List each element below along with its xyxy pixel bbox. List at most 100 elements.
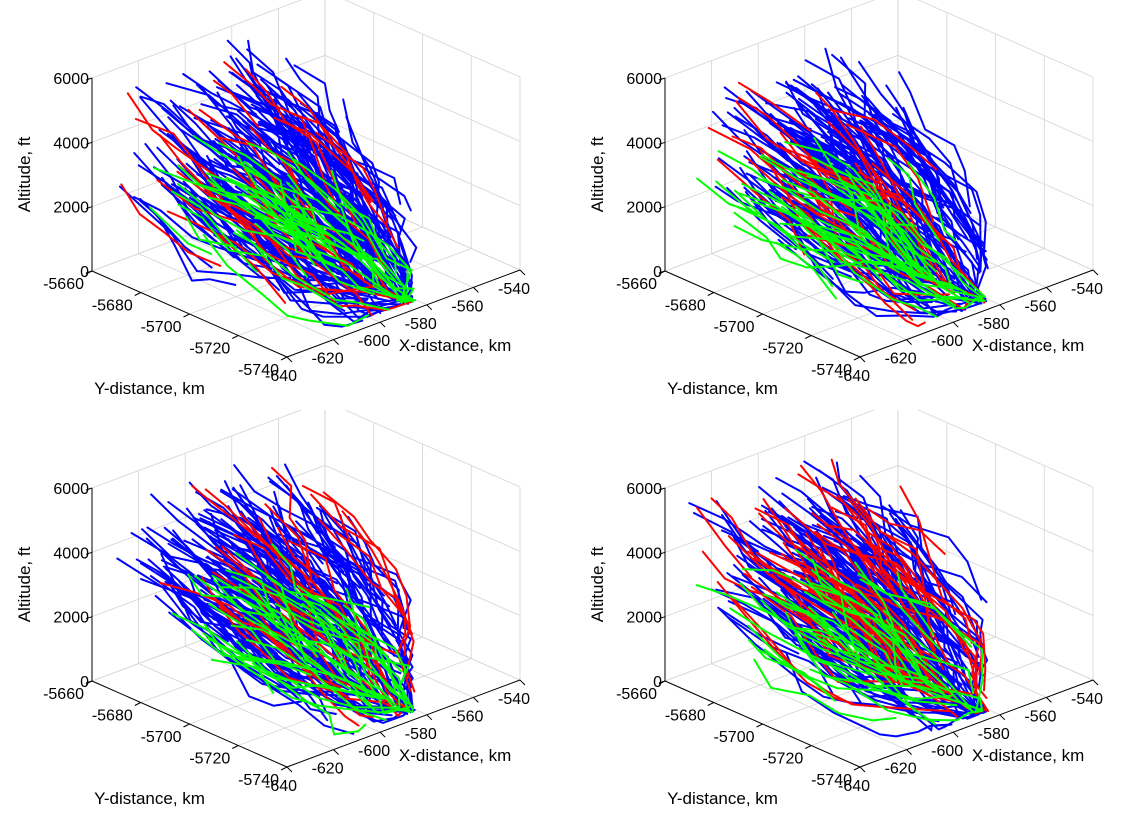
y-tick-mark <box>232 745 239 749</box>
flight-track-green <box>237 155 335 239</box>
flight-tracks <box>696 47 989 328</box>
y-tick-mark <box>134 702 141 706</box>
flight-track-red <box>883 562 982 672</box>
flight-track-blue <box>251 122 408 304</box>
flight-track-blue <box>348 194 375 260</box>
tick-labels: -640-620-600-580-560-540-5660-5680-5700-… <box>43 481 530 795</box>
y-tick-label: -5660 <box>43 276 84 293</box>
flight-track-blue <box>191 213 390 318</box>
flight-track-green <box>225 569 275 621</box>
flight-track-green <box>733 225 863 266</box>
z-tick-mark <box>658 616 666 620</box>
x-tick-mark <box>906 339 912 345</box>
flight-track-blue <box>727 600 847 661</box>
y-tick-label: -5720 <box>762 341 803 358</box>
flight-track-green <box>882 609 942 661</box>
flight-track-green <box>207 196 307 242</box>
z-tick-mark <box>658 680 666 684</box>
wall-grid-line <box>664 464 1094 553</box>
flight-track-blue <box>881 505 983 601</box>
flight-track-green <box>254 185 375 296</box>
y-axis-label: Y-distance, km <box>94 379 205 398</box>
x-tick-label: -620 <box>312 761 344 778</box>
wall-grid-line <box>664 410 1094 489</box>
flight-track-green <box>794 627 851 644</box>
y-tick-label: -5720 <box>189 751 230 768</box>
z-tick-mark <box>658 551 666 555</box>
flight-track-blue <box>195 83 257 115</box>
flight-track-green <box>192 134 340 260</box>
x-tick-label: -620 <box>312 351 344 368</box>
z-tick-label: 4000 <box>626 135 662 152</box>
flight-track-red <box>223 61 336 203</box>
z-tick-mark <box>85 616 93 620</box>
flight-track-red <box>792 214 926 328</box>
flight-track-green <box>842 624 904 687</box>
flight-track-blue <box>188 196 243 247</box>
x-tick-label: -640 <box>265 368 297 385</box>
flight-track-blue <box>285 484 336 549</box>
flight-track-blue <box>187 595 394 710</box>
flight-track-blue <box>721 514 759 553</box>
flight-track-blue <box>735 538 853 640</box>
flight-track-green <box>187 573 273 617</box>
y-tick-mark <box>183 723 190 728</box>
x-tick-label: -600 <box>931 743 963 760</box>
y-axis-label: Y-distance, km <box>667 789 778 808</box>
flight-track-red <box>249 621 360 727</box>
flight-track-green <box>305 594 409 713</box>
flight-tracks <box>688 458 990 738</box>
flight-track-red <box>899 485 973 644</box>
z-tick-label: 2000 <box>626 200 662 217</box>
tick-labels: -640-620-600-580-560-540-5660-5680-5700-… <box>616 481 1103 795</box>
z-tick-mark <box>85 141 93 145</box>
x-tick-label: -580 <box>978 316 1010 333</box>
flight-track-green <box>717 150 811 197</box>
y-tick-label: -5700 <box>714 319 755 336</box>
flight-track-green <box>859 578 984 713</box>
flight-track-green <box>729 607 945 694</box>
flight-track-green <box>815 589 975 695</box>
flight-track-green <box>286 182 333 252</box>
flight-track-blue <box>718 607 800 655</box>
flight-track-green <box>204 623 381 714</box>
flight-track-green <box>286 150 340 213</box>
z-tick-mark <box>658 206 666 210</box>
flight-track-red <box>854 497 950 666</box>
y-tick-mark <box>134 292 141 296</box>
x-tick-label: -540 <box>498 281 530 298</box>
flight-track-red <box>845 123 934 223</box>
y-tick-label: -5660 <box>616 276 657 293</box>
flight-track-red <box>275 609 411 709</box>
x-tick-mark <box>999 304 1006 311</box>
flight-track-red <box>277 527 320 578</box>
flight-track-green <box>896 571 935 637</box>
flight-track-green <box>803 591 881 645</box>
z-axis-label: Altitude, ft <box>15 136 34 212</box>
flight-track-green <box>288 590 371 609</box>
z-tick-mark <box>85 77 93 81</box>
y-tick-mark <box>707 292 714 296</box>
flight-track-green <box>253 216 396 282</box>
flight-track-green <box>784 141 878 199</box>
y-tick-mark <box>805 745 812 749</box>
flight-track-blue <box>795 86 921 238</box>
flight-track-green <box>775 241 837 300</box>
flight-track-red <box>855 583 968 648</box>
flight-track-green <box>211 575 378 698</box>
flight-track-blue <box>775 477 864 549</box>
flight-track-green <box>806 175 986 299</box>
flight-track-green <box>342 604 407 683</box>
flight-track-green <box>238 658 312 676</box>
flight-track-green <box>817 188 983 303</box>
x-tick-label: -620 <box>885 351 917 368</box>
flight-track-green <box>274 196 335 266</box>
flight-track-green <box>202 632 385 700</box>
flight-track-green <box>864 241 957 307</box>
x-tick-label: -580 <box>405 726 437 743</box>
y-tick-label: -5740 <box>238 772 279 789</box>
flight-track-blue <box>258 584 406 696</box>
x-tick-mark <box>999 714 1006 721</box>
x-tick-mark <box>519 679 526 686</box>
